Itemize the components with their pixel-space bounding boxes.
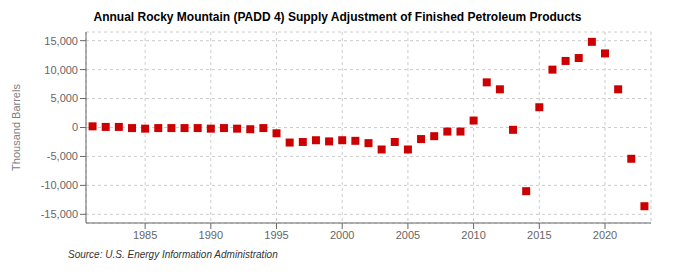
svg-text:15,000: 15,000 bbox=[44, 35, 78, 47]
svg-text:10,000: 10,000 bbox=[44, 64, 78, 76]
svg-text:5,000: 5,000 bbox=[50, 92, 78, 104]
svg-text:1995: 1995 bbox=[264, 229, 288, 241]
svg-text:0: 0 bbox=[72, 121, 78, 133]
svg-text:1990: 1990 bbox=[199, 229, 223, 241]
svg-text:2020: 2020 bbox=[593, 229, 617, 241]
svg-text:Thousand Barrels: Thousand Barrels bbox=[10, 84, 22, 171]
svg-text:2010: 2010 bbox=[461, 229, 485, 241]
svg-text:2000: 2000 bbox=[330, 229, 354, 241]
svg-text:2005: 2005 bbox=[396, 229, 420, 241]
svg-text:-10,000: -10,000 bbox=[41, 179, 78, 191]
svg-text:2015: 2015 bbox=[527, 229, 551, 241]
html-text:Annual Rocky Mountain (PADD 4): Annual Rocky Mountain (PADD 4) Supply Ad… bbox=[93, 10, 582, 24]
html-text:Source: U.S. Energy Informatio: Source: U.S. Energy Information Administ… bbox=[68, 249, 278, 260]
svg-text:1985: 1985 bbox=[133, 229, 157, 241]
svg-text:-15,000: -15,000 bbox=[41, 208, 78, 220]
svg-text:-5,000: -5,000 bbox=[47, 150, 78, 162]
